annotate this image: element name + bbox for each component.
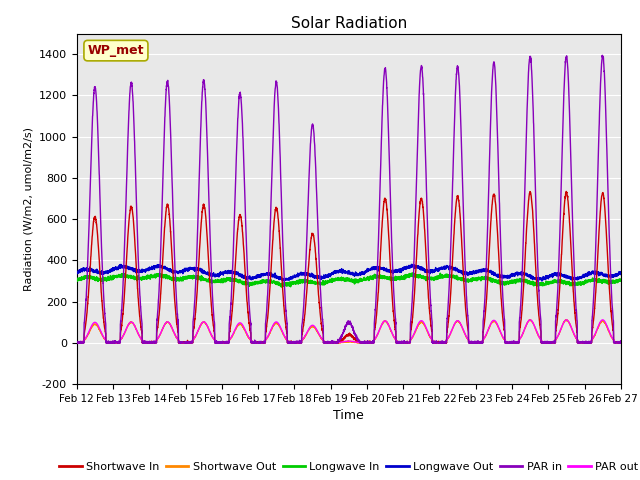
- Y-axis label: Radiation (W/m2, umol/m2/s): Radiation (W/m2, umol/m2/s): [24, 127, 33, 291]
- Legend: Shortwave In, Shortwave Out, Longwave In, Longwave Out, PAR in, PAR out: Shortwave In, Shortwave Out, Longwave In…: [55, 457, 640, 477]
- Text: WP_met: WP_met: [88, 44, 144, 57]
- Title: Solar Radiation: Solar Radiation: [291, 16, 407, 31]
- X-axis label: Time: Time: [333, 409, 364, 422]
